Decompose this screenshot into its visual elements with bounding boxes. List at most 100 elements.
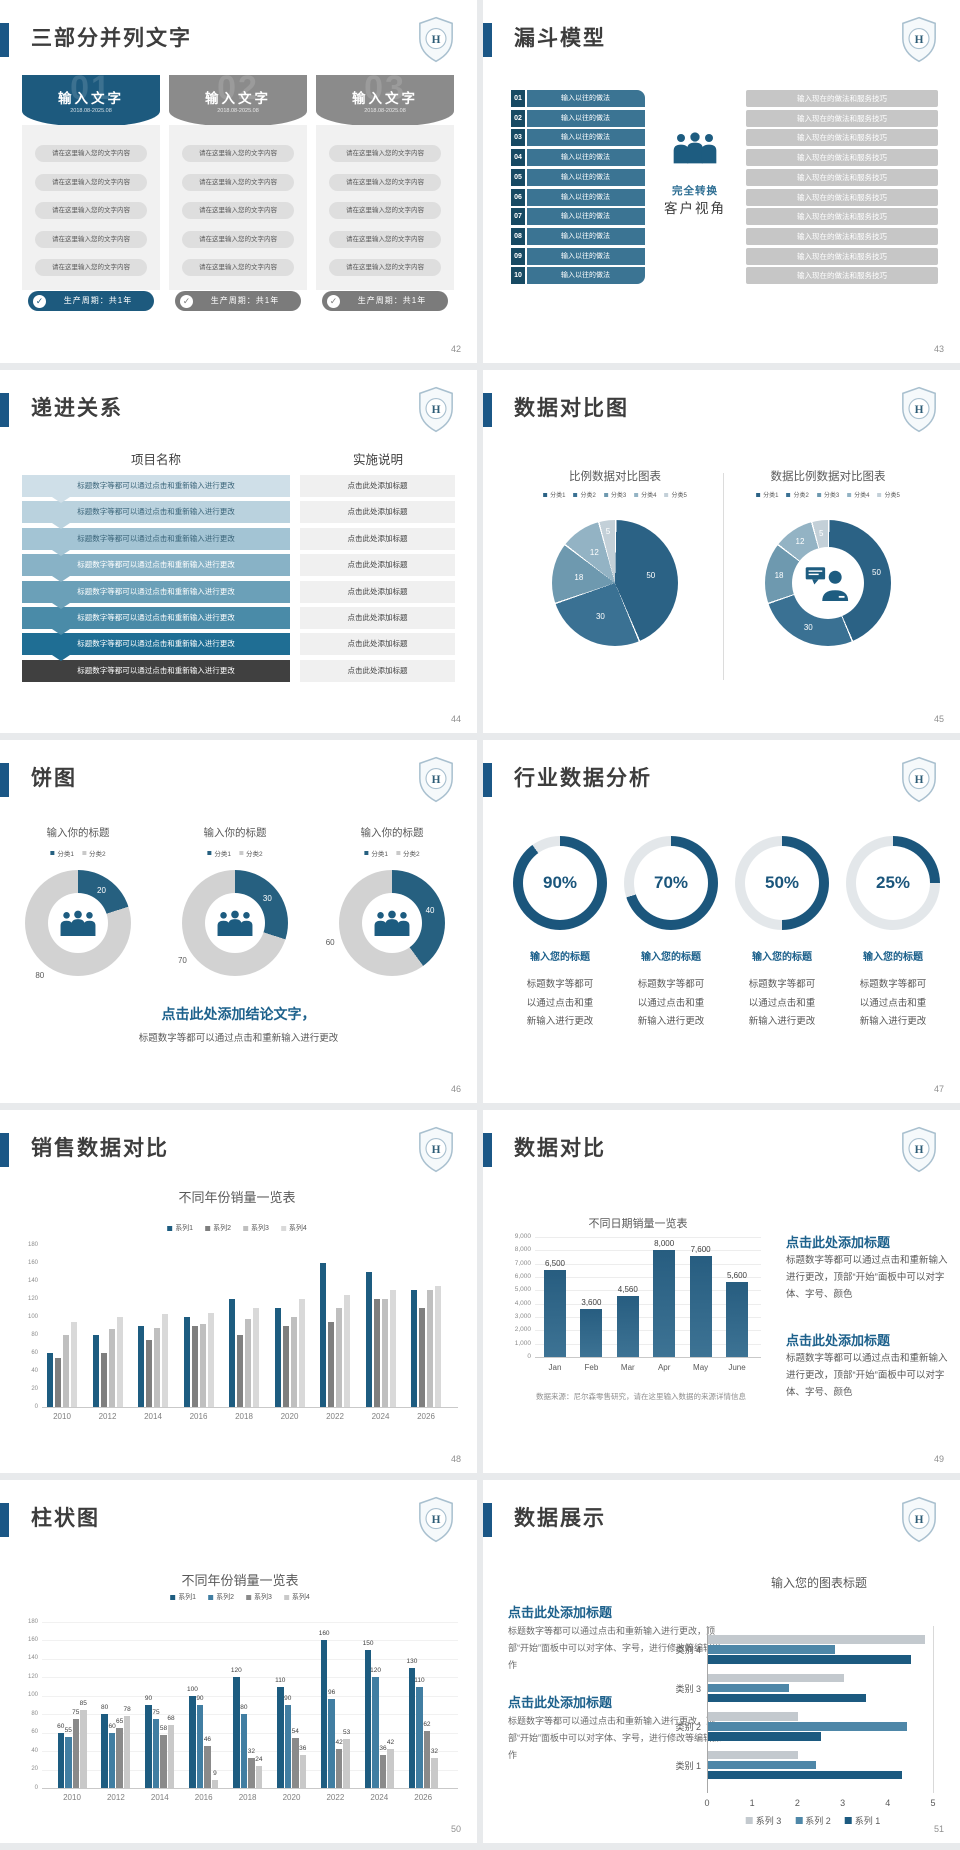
slice-value-label: 5 bbox=[819, 528, 824, 538]
progression-right-bar: 点击此处添加标题 bbox=[300, 475, 455, 497]
legend-item: 分类1 bbox=[207, 848, 231, 858]
bar bbox=[138, 1326, 144, 1407]
y-axis-line bbox=[707, 1626, 708, 1793]
bar bbox=[253, 1308, 259, 1407]
funnel-number-box: 10 bbox=[511, 267, 525, 285]
bar bbox=[57, 1732, 64, 1788]
bar bbox=[162, 1314, 168, 1407]
slide-44-progression[interactable]: 递进关系 H 项目名称 实施说明 标题数字等都可以通过点击和重新输入进行更改 点击… bbox=[0, 370, 477, 733]
slide-45-data-comparison-charts[interactable]: 数据对比图 H 比例数据对比图表 数据比例数据对比图表 分类1 分类2 分类3 分类4… bbox=[483, 370, 960, 733]
legend-label: 分类1 bbox=[57, 851, 74, 858]
slide-49-data-comparison[interactable]: 数据对比 H 不同日期销量一览表 0 1,000 2,000 3,000 4,000 5,… bbox=[483, 1110, 960, 1473]
chevron-down-icon bbox=[52, 523, 70, 530]
shield-badge-icon: H bbox=[417, 1126, 455, 1173]
y-axis-label: 0 bbox=[34, 1784, 38, 1791]
gauge-body-line: 新输入进行更改 bbox=[748, 1016, 816, 1027]
bar bbox=[63, 1335, 69, 1407]
text-block-body: 标题数字等都可以通过点击和重新输入进行更改，顶部“开始”面板中可以对字体、字号，… bbox=[508, 1716, 721, 1760]
x-axis-label: June bbox=[728, 1363, 746, 1372]
bar bbox=[328, 1321, 334, 1407]
x-axis-label: 2024 bbox=[370, 1793, 389, 1802]
progression-right-bar: 点击此处添加标题 bbox=[300, 659, 455, 682]
x-axis-label: 4 bbox=[885, 1798, 891, 1808]
legend-label: 系列3 bbox=[251, 1225, 269, 1232]
x-axis-label: 2024 bbox=[371, 1412, 390, 1421]
bar bbox=[416, 1686, 423, 1788]
bar bbox=[616, 1296, 639, 1357]
legend-item: 系列 1 bbox=[844, 1814, 880, 1827]
bar bbox=[255, 1765, 263, 1788]
legend-label: 系列1 bbox=[178, 1594, 197, 1601]
shield-badge-icon: H bbox=[900, 386, 938, 433]
legend-item: 系列3 bbox=[246, 1592, 272, 1602]
bar bbox=[381, 1299, 388, 1407]
legend-label: 系列2 bbox=[213, 1225, 231, 1232]
progression-right-bar: 点击此处添加标题 bbox=[300, 633, 455, 656]
bar-value-label: 90 bbox=[144, 1695, 153, 1702]
check-icon: ✓ bbox=[33, 294, 46, 308]
legend-swatch bbox=[364, 851, 369, 855]
gauge-hole: 70% bbox=[634, 846, 708, 920]
funnel-number-box: 07 bbox=[511, 208, 525, 226]
chart-title: 不同日期销量一览表 bbox=[588, 1218, 688, 1230]
funnel-left-bar: 输入以往的做法 bbox=[526, 168, 645, 186]
bar bbox=[108, 1732, 116, 1788]
funnel-right-bar: 输入现在的做法和服务技巧 bbox=[746, 129, 938, 147]
gridline bbox=[42, 1714, 458, 1716]
slide-47-industry-data-analysis[interactable]: 行业数据分析 H 90% 输入您的标题 标题数字等都可 以通过点击和重 新输入进行更改 7… bbox=[483, 740, 960, 1103]
svg-text:H: H bbox=[432, 404, 441, 416]
legend-item: 分类2 bbox=[786, 490, 809, 499]
y-axis-label: 100 bbox=[27, 1313, 38, 1320]
slide-content: 90% 输入您的标题 标题数字等都可 以通过点击和重 新输入进行更改 70% 输入您的标题标… bbox=[483, 740, 960, 1103]
gauge-percent-label: 70% bbox=[653, 873, 689, 892]
title-accent-bar bbox=[0, 763, 9, 797]
legend-swatch bbox=[847, 492, 852, 497]
svg-text:H: H bbox=[432, 1514, 441, 1526]
y-axis-label: 5,000 bbox=[514, 1286, 531, 1294]
x-axis-label: 2012 bbox=[106, 1793, 125, 1802]
slide-title: 三部分并列文字 bbox=[31, 27, 192, 50]
legend-swatch bbox=[573, 492, 578, 497]
bar bbox=[544, 1270, 566, 1357]
gridline bbox=[42, 1732, 458, 1734]
title-accent-bar bbox=[0, 23, 9, 57]
chart-legend: 系列1 系列2 系列3 系列4 bbox=[170, 1592, 310, 1602]
slide-43-funnel-model[interactable]: 漏斗模型 H 01 输入以往的做法 输入现在的做法和服务技巧 02 输入以往的做法 输入现… bbox=[483, 0, 960, 363]
gridline bbox=[535, 1330, 761, 1332]
legend-item: 分类1 bbox=[756, 490, 778, 499]
page-number: 42 bbox=[450, 344, 461, 354]
legend-swatch bbox=[745, 1817, 753, 1824]
x-axis-label: Jan bbox=[548, 1363, 562, 1372]
legend-label: 系列 2 bbox=[805, 1816, 831, 1826]
slide-48-sales-data-comparison[interactable]: 销售数据对比 H 不同年份销量一览表 0 20 40 60 80 100 120 140 160… bbox=[0, 1110, 477, 1473]
bar bbox=[248, 1758, 255, 1788]
shield-badge-icon: H bbox=[417, 386, 455, 433]
bar-value-label: 53 bbox=[343, 1729, 351, 1737]
chevron-down-icon bbox=[52, 602, 70, 609]
legend-swatch bbox=[246, 1594, 251, 1600]
slide-46-pie-charts[interactable]: 饼图 H 输入你的标题 分类1 分类2 20 80 输入你的标题 分类1 分类2 30 70 输入你… bbox=[0, 740, 477, 1103]
slide-50-column-chart[interactable]: 柱状图 H 不同年份销量一览表 0 20 40 60 80 100 120 140 160 180… bbox=[0, 1480, 477, 1843]
column-header: 03 输入文字 2018.08-2025.08 bbox=[316, 75, 454, 127]
bar-value-label: 78 bbox=[123, 1706, 131, 1714]
gauge-body-line: 以通过点击和重 bbox=[748, 997, 816, 1009]
category-label: 类别 2 bbox=[675, 1722, 701, 1732]
person-speech-icon bbox=[805, 565, 851, 601]
slide-51-data-display[interactable]: 数据展示 H 输入您的图表标题 点击此处添加标题 标题数字等都可以通过点击和重新… bbox=[483, 1480, 960, 1843]
legend-item: 系列2 bbox=[208, 1592, 234, 1602]
bar-value-label: 120 bbox=[370, 1667, 381, 1675]
page-number: 44 bbox=[450, 714, 461, 724]
legend-label: 分类2 bbox=[246, 851, 263, 858]
slide-42-three-part-text[interactable]: 三部分并列文字 H 01 输入文字 2018.08-2025.08 请在这里输入您的文… bbox=[0, 0, 477, 363]
chevron-down-icon bbox=[52, 549, 70, 556]
text-block-heading: 点击此处添加标题 bbox=[786, 1333, 891, 1348]
legend-item: 分类4 bbox=[847, 490, 870, 499]
title-accent-bar bbox=[483, 23, 492, 57]
bar bbox=[145, 1705, 152, 1788]
mini-chart-title: 输入你的标题 bbox=[46, 827, 110, 839]
x-axis-label: 1 bbox=[749, 1798, 755, 1808]
chart-legend: 分类1 分类2 bbox=[364, 848, 420, 858]
legend-label: 分类2 bbox=[793, 493, 809, 499]
legend-item: 系列2 bbox=[205, 1223, 231, 1233]
